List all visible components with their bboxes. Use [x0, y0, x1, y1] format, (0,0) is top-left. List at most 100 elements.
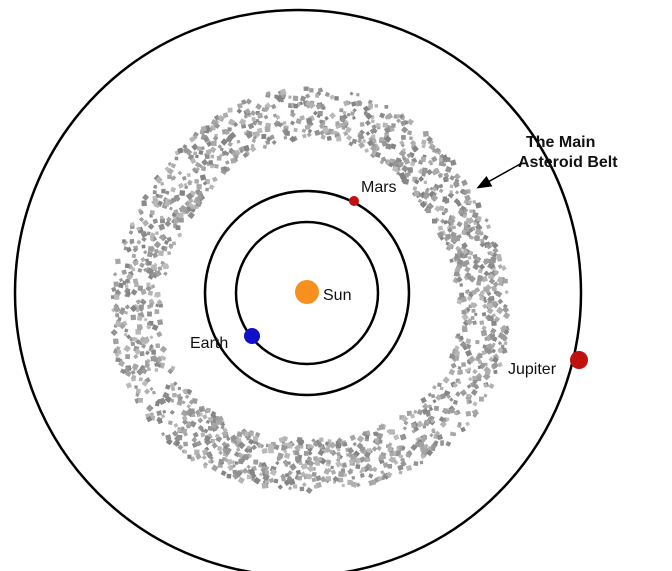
asteroid	[110, 295, 115, 300]
asteroid	[372, 431, 378, 437]
asteroid	[455, 391, 461, 397]
asteroid	[470, 388, 478, 396]
asteroid	[299, 471, 307, 478]
asteroid	[148, 298, 154, 304]
asteroid	[389, 126, 395, 132]
asteroid	[495, 290, 503, 298]
asteroid	[232, 152, 238, 158]
asteroid	[379, 112, 386, 119]
asteroid	[449, 184, 454, 189]
asteroid	[483, 270, 490, 277]
asteroid	[155, 303, 160, 308]
asteroid	[421, 167, 428, 174]
asteroid	[478, 396, 484, 402]
asteroid	[307, 128, 313, 134]
asteroid	[389, 429, 395, 435]
asteroid	[426, 168, 433, 176]
asteroid	[492, 247, 499, 254]
asteroid	[226, 473, 232, 479]
asteroid	[216, 156, 222, 161]
asteroid	[129, 221, 135, 228]
asteroid	[420, 396, 427, 404]
asteroid	[164, 220, 172, 228]
asteroid	[335, 460, 343, 468]
asteroid	[258, 472, 264, 477]
asteroid	[306, 132, 312, 138]
asteroid	[289, 111, 296, 118]
asteroid	[504, 290, 509, 295]
asteroid	[175, 225, 181, 231]
asteroid	[286, 475, 293, 482]
asteroid	[367, 99, 373, 105]
asteroid	[182, 147, 190, 154]
asteroid	[207, 416, 214, 423]
asteroid	[317, 87, 324, 93]
asteroid	[141, 236, 147, 243]
asteroid	[206, 140, 213, 148]
asteroid	[470, 382, 475, 387]
asteroid	[341, 126, 346, 131]
asteroid	[115, 357, 121, 363]
asteroid	[136, 239, 142, 245]
asteroid	[438, 157, 443, 162]
asteroid	[397, 158, 403, 163]
asteroid	[134, 385, 138, 389]
jupiter-label: Jupiter	[508, 361, 557, 378]
asteroid	[148, 302, 154, 308]
asteroid	[353, 458, 358, 463]
asteroid	[203, 464, 208, 469]
sun-label: Sun	[323, 287, 351, 304]
asteroid	[480, 329, 488, 337]
asteroid	[187, 181, 192, 186]
asteroid	[479, 296, 485, 301]
asteroid	[241, 467, 249, 475]
asteroid	[324, 115, 329, 121]
asteroid	[125, 354, 131, 360]
asteroid	[468, 250, 474, 256]
asteroid	[477, 365, 482, 370]
asteroid	[445, 165, 452, 173]
asteroid	[484, 218, 489, 223]
asteroid	[371, 134, 376, 139]
asteroid	[438, 188, 444, 194]
asteroid	[332, 475, 339, 483]
asteroid	[488, 278, 496, 285]
asteroid	[243, 144, 250, 152]
asteroid	[439, 235, 445, 241]
asteroid	[481, 325, 487, 331]
asteroid	[147, 246, 154, 252]
asteroid	[124, 311, 128, 315]
asteroid	[227, 141, 233, 147]
asteroid	[453, 271, 460, 277]
asteroid	[482, 303, 488, 309]
asteroid	[236, 108, 243, 114]
asteroid	[134, 282, 139, 288]
asteroid	[191, 143, 199, 151]
asteroid	[183, 441, 189, 447]
asteroid	[473, 383, 480, 390]
asteroid	[254, 441, 260, 446]
asteroid	[164, 166, 170, 172]
asteroid	[315, 460, 321, 466]
asteroid	[181, 175, 187, 181]
asteroid	[469, 209, 474, 214]
asteroid	[474, 228, 482, 236]
asteroid	[452, 432, 457, 437]
asteroid	[323, 468, 331, 475]
asteroid	[211, 464, 219, 472]
asteroid	[231, 459, 236, 465]
asteroid	[200, 146, 205, 151]
asteroid	[283, 452, 291, 460]
asteroid	[482, 344, 488, 350]
asteroid	[477, 275, 483, 282]
asteroid	[445, 177, 449, 182]
asteroid	[280, 445, 288, 452]
asteroid	[177, 386, 181, 390]
asteroid	[391, 123, 396, 128]
asteroid	[284, 463, 289, 468]
asteroid	[435, 147, 441, 153]
asteroid	[238, 457, 246, 464]
asteroid	[390, 143, 397, 150]
asteroid	[187, 202, 194, 208]
asteroid	[329, 112, 336, 120]
